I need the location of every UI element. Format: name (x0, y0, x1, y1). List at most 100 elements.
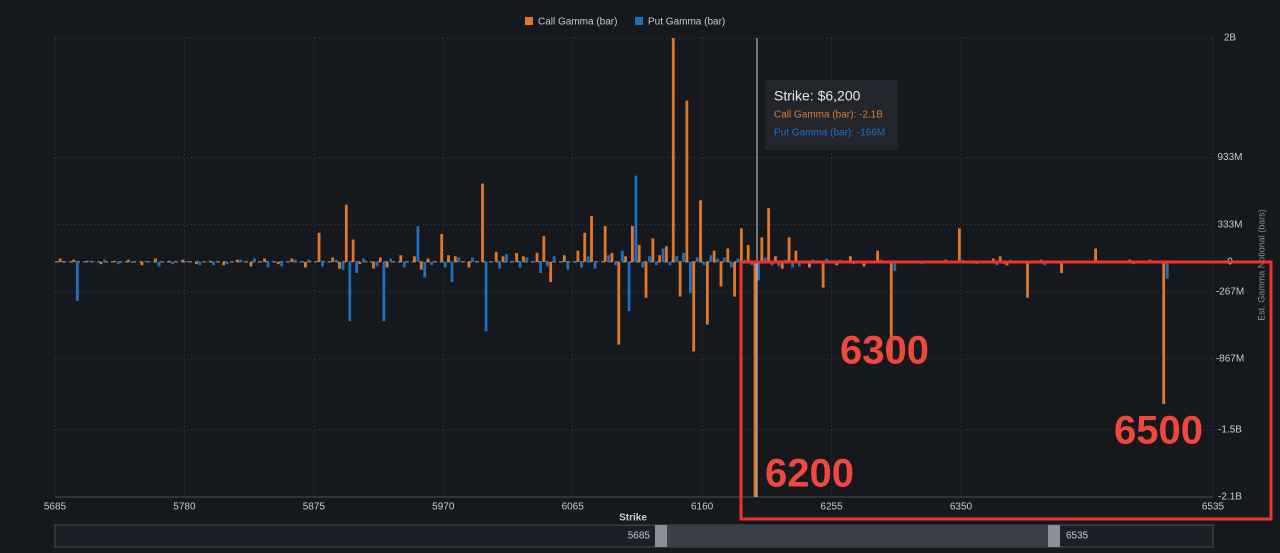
x-tick-label: 6350 (950, 502, 973, 513)
bar (154, 258, 157, 262)
slider-selection[interactable] (661, 525, 1054, 547)
bar (443, 261, 447, 268)
bar (450, 261, 454, 283)
bar (184, 260, 188, 262)
bar (651, 238, 655, 262)
bar (515, 252, 518, 262)
bar (992, 258, 995, 262)
bar (767, 208, 771, 262)
x-tick-label: 6255 (820, 502, 843, 513)
bar (103, 259, 106, 262)
bar (225, 261, 229, 265)
bar (338, 261, 341, 269)
bar (631, 226, 634, 262)
bar (733, 261, 736, 297)
bar (549, 261, 553, 283)
bar (167, 260, 171, 262)
bar (770, 261, 774, 266)
bar (1005, 261, 1009, 266)
bar (889, 261, 893, 360)
bar (157, 261, 161, 267)
bar (695, 257, 699, 262)
bar (525, 257, 529, 262)
bar (253, 258, 256, 262)
bar (542, 236, 546, 262)
bar (682, 252, 685, 262)
legend-swatch (635, 17, 643, 25)
bar (702, 261, 706, 266)
bar (580, 261, 583, 268)
bar (562, 255, 566, 262)
bar (113, 260, 117, 262)
bar (593, 261, 597, 269)
bar (583, 232, 587, 262)
bar (481, 183, 484, 262)
slider-handle[interactable] (655, 525, 667, 547)
bar (763, 257, 767, 262)
bar (1043, 261, 1047, 266)
x-axis-label: Strike (619, 513, 647, 524)
bar (719, 261, 723, 287)
bar (419, 261, 423, 270)
bar (893, 261, 897, 271)
bar (825, 258, 829, 262)
bar (348, 261, 352, 322)
bar (678, 261, 682, 297)
bar (378, 257, 382, 262)
bar (518, 261, 522, 268)
bar (430, 261, 433, 266)
bar (835, 261, 839, 266)
bar (1094, 248, 1097, 262)
bar (358, 261, 362, 265)
bar (195, 261, 198, 265)
legend-label: Call Gamma (bar) (538, 17, 617, 28)
bar (685, 100, 689, 262)
bar (620, 250, 624, 262)
bar (654, 261, 658, 266)
bar (777, 261, 781, 267)
bar (757, 261, 760, 281)
x-tick-label: 5970 (432, 502, 455, 513)
bar (848, 256, 852, 262)
bar (331, 257, 335, 262)
bar (426, 258, 430, 262)
bar (144, 260, 147, 262)
bar (661, 248, 665, 262)
bar (716, 258, 720, 262)
bar (198, 261, 202, 266)
bar (791, 261, 794, 268)
legend-label: Put Gamma (bar) (648, 17, 725, 28)
bar (362, 258, 365, 262)
bar (416, 226, 420, 262)
y-tick-label: -267M (1216, 286, 1244, 297)
legend-swatch (525, 17, 533, 25)
bar (723, 257, 726, 262)
x-tick-label: 6160 (691, 502, 714, 513)
bar (566, 261, 570, 270)
bar (440, 233, 444, 262)
bar (688, 261, 692, 294)
bar (494, 251, 498, 262)
y-tick-label: -2.1B (1218, 492, 1242, 503)
bar (794, 250, 798, 262)
bar (1165, 261, 1169, 279)
bar (334, 259, 338, 262)
bar (634, 175, 638, 262)
bar (998, 256, 1002, 262)
x-tick-label: 5685 (44, 502, 67, 513)
bar (249, 261, 253, 267)
bar (471, 257, 474, 262)
bar (862, 261, 866, 267)
bar (293, 259, 297, 262)
bar (171, 261, 175, 265)
bar (709, 255, 713, 262)
bar (535, 252, 539, 262)
slider-handle[interactable] (1048, 525, 1060, 547)
bar (726, 248, 730, 262)
bar (86, 260, 89, 262)
bar (797, 261, 801, 267)
bar (505, 254, 508, 262)
bar (355, 261, 359, 274)
bar (610, 252, 614, 262)
